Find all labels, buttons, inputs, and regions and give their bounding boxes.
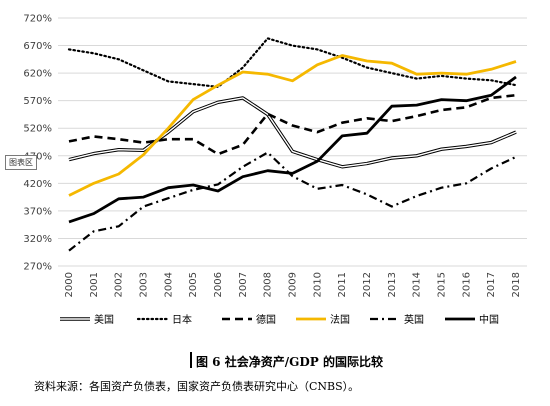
series-line: [67, 37, 518, 89]
x-tick-label: 2014: [412, 272, 423, 297]
x-tick-label: 2005: [188, 272, 199, 297]
y-tick-label: 720%: [23, 14, 52, 25]
x-tick-label: 2007: [238, 272, 249, 297]
y-tick-label: 270%: [23, 262, 52, 273]
y-tick-label: 620%: [23, 69, 52, 80]
x-tick-label: 2018: [511, 272, 522, 297]
x-tick-label: 2004: [163, 272, 174, 297]
series-line: [68, 54, 517, 197]
legend-label: 美国: [94, 313, 114, 326]
x-tick-label: 2002: [114, 272, 125, 297]
legend-label: 英国: [404, 313, 424, 326]
x-tick-label: 2016: [461, 272, 472, 297]
x-tick-label: 2012: [362, 272, 373, 297]
series-line: [68, 151, 517, 252]
source-note: 资料来源：各国资产负债表，国家资产负债表研究中心（CNBS）。: [34, 380, 360, 393]
x-tick-label: 2015: [437, 272, 448, 297]
x-tick-label: 2008: [263, 272, 274, 297]
legend-label: 日本: [172, 313, 192, 326]
y-tick-label: 470%: [23, 151, 52, 162]
legend-label: 中国: [479, 313, 499, 326]
series-line: [68, 97, 517, 168]
y-tick-label: 670%: [23, 41, 52, 52]
x-tick-label: 2006: [213, 272, 224, 297]
line-chart: 270% 320% 370% 420% 470% 520% 570% 620% 670% 720%…: [23, 14, 527, 326]
x-tick-label: 2001: [89, 272, 100, 297]
y-tick-label: 320%: [23, 234, 52, 245]
x-tick-label: 2017: [486, 272, 497, 297]
legend-label: 法国: [330, 313, 350, 326]
x-tick-label: 2000: [64, 272, 75, 297]
y-tick-label: 420%: [23, 179, 52, 190]
x-tick-label: 2011: [337, 272, 348, 297]
series-line: [68, 75, 517, 224]
chart-area-tag: 图表区: [5, 155, 37, 170]
y-tick-label: 570%: [23, 96, 52, 107]
figure-caption: 图 6 社会净资产/GDP 的国际比较: [196, 355, 383, 369]
series-line: [68, 93, 517, 156]
y-tick-label: 520%: [23, 124, 52, 135]
y-tick-label: 370%: [23, 206, 52, 217]
x-tick-label: 2003: [139, 272, 150, 297]
caption-marker: [190, 352, 192, 368]
x-tick-label: 2013: [387, 272, 398, 297]
x-tick-label: 2009: [288, 272, 299, 297]
x-tick-label: 2010: [312, 272, 323, 297]
legend-label: 德国: [256, 313, 276, 326]
